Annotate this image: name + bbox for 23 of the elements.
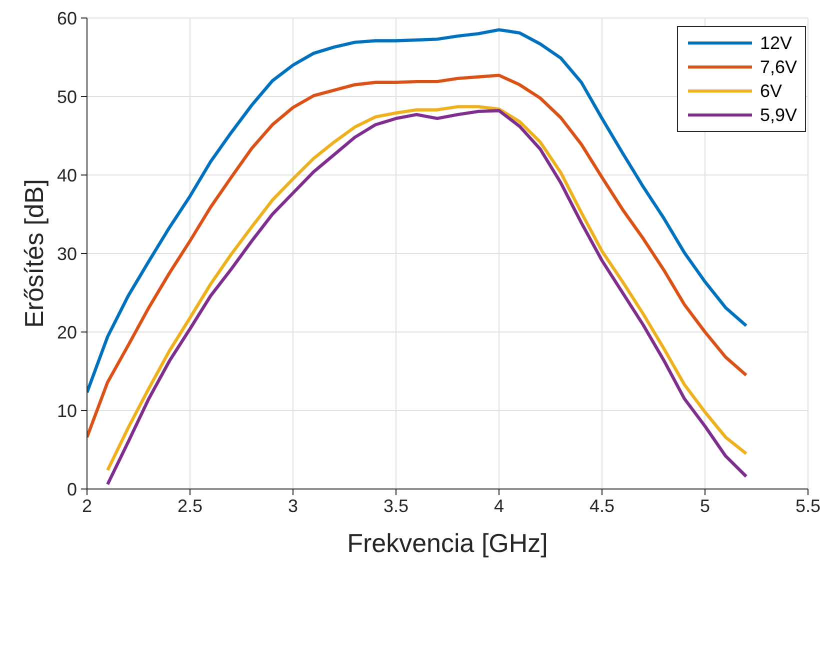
legend-label: 5,9V [760, 104, 797, 126]
y-tick-label: 40 [56, 165, 77, 186]
legend-label: 6V [760, 80, 782, 102]
line-series [87, 74, 748, 439]
x-axis-title: Frekvencia [GHz] [347, 528, 548, 558]
y-tick-label: 60 [56, 8, 77, 28]
y-tick-label: 10 [56, 400, 77, 421]
line-series [87, 28, 748, 394]
x-tick-label: 2.5 [177, 496, 203, 516]
x-tick-label: 4 [494, 496, 504, 516]
y-tick-label: 20 [56, 322, 77, 342]
y-tick-label: 0 [66, 479, 77, 500]
legend-label: 12V [760, 32, 792, 54]
x-tick-label: 3 [288, 496, 298, 516]
y-axis-title: Erősítés [dB] [19, 179, 49, 328]
x-tick-label: 5.5 [795, 496, 821, 516]
x-tick-label: 3.5 [383, 496, 409, 516]
x-tick-label: 4.5 [589, 496, 615, 516]
y-tick-label: 50 [56, 86, 77, 107]
legend-label: 7,6V [760, 56, 797, 78]
x-tick-label: 2 [82, 496, 92, 516]
y-tick-label: 30 [56, 244, 77, 264]
x-tick-label: 5 [700, 496, 710, 516]
